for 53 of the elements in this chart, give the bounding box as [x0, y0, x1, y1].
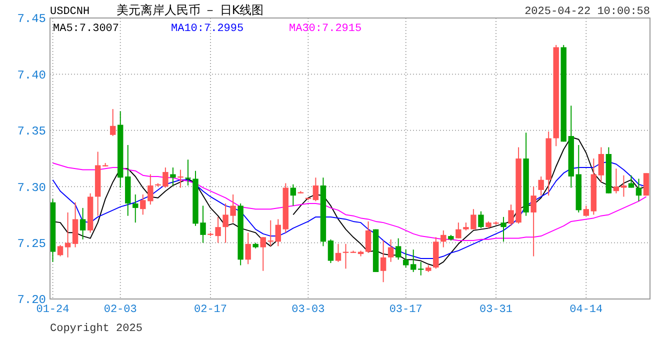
candlestick	[456, 222, 462, 239]
text: MA5:7.3007	[53, 22, 120, 35]
candlestick	[388, 238, 394, 262]
x-tick-label: 04-14	[570, 304, 604, 316]
text: MA10:7.2995	[171, 22, 244, 35]
chart-subtitle: USDCNH	[50, 6, 90, 18]
y-tick-label: 7.25	[17, 237, 46, 251]
candlestick	[440, 230, 446, 248]
candlestick	[170, 166, 176, 186]
candlestick	[57, 244, 64, 257]
candlestick	[583, 205, 589, 216]
candlestick	[395, 238, 402, 260]
x-tick-label: 03-03	[292, 304, 325, 316]
text: MA30:7.2915	[289, 22, 362, 35]
candlestick	[613, 168, 620, 194]
y-tick-label: 7.40	[17, 68, 46, 82]
candlestick	[335, 243, 342, 262]
chart-title: 美元离岸人民币 － 日K线图	[116, 3, 264, 18]
candlestick	[185, 159, 191, 186]
candlestick	[380, 240, 386, 283]
x-tick-label: 03-31	[479, 304, 513, 316]
y-tick-label: 7.30	[17, 180, 46, 195]
candlestick	[598, 146, 604, 183]
candlestick	[64, 212, 71, 258]
candlestick	[80, 207, 86, 240]
candlestick	[628, 174, 634, 188]
candlestick	[290, 184, 296, 206]
candlestick	[500, 216, 506, 242]
x-tick-label: 02-17	[194, 304, 228, 316]
candlestick	[275, 218, 281, 247]
candlestick	[328, 238, 334, 264]
candlestick	[643, 172, 650, 196]
candlestick	[110, 108, 116, 137]
candlestick	[478, 210, 484, 229]
candlestick	[260, 236, 266, 272]
candlestick	[312, 177, 319, 202]
x-tick-label: 02-03	[104, 304, 137, 316]
candlestick	[530, 186, 536, 257]
y-tick-label: 7.45	[17, 12, 46, 26]
candlestick	[402, 249, 409, 268]
text: Copyright 2025	[50, 322, 142, 335]
candlestick	[418, 261, 424, 276]
y-tick-label: 7.35	[17, 124, 46, 139]
x-tick-label: 03-17	[389, 304, 422, 316]
candlestick	[365, 220, 372, 254]
candlestick	[245, 232, 251, 265]
line-series	[52, 162, 647, 242]
candlestick	[636, 178, 642, 202]
candlestick	[538, 176, 544, 196]
candlestick	[132, 194, 138, 224]
text: 2025-04-22 10:00:58	[524, 6, 650, 18]
candlestick	[178, 169, 184, 188]
candlestick	[410, 249, 416, 273]
